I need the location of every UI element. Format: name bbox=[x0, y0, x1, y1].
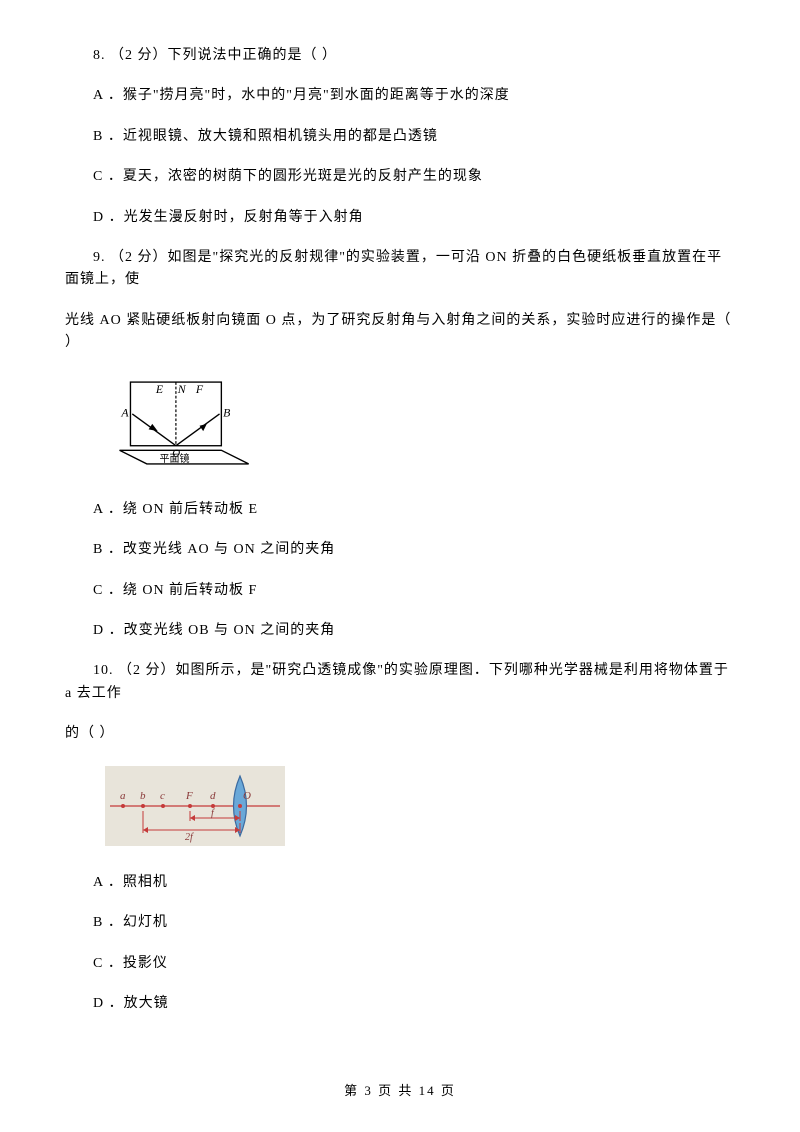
convex-lens-diagram: a b c F d O f 2f bbox=[105, 766, 285, 846]
svg-text:c: c bbox=[160, 790, 165, 802]
q9-stem-line1: 9. （2 分）如图是"探究光的反射规律"的实验装置，一可沿 ON 折叠的白色硬… bbox=[65, 247, 735, 292]
q9-stem-line2: 光线 AO 紧贴硬纸板射向镜面 O 点，为了研究反射角与入射角之间的关系，实验时… bbox=[65, 310, 735, 355]
q8-option-b: B ．近视眼镜、放大镜和照相机镜头用的都是凸透镜 bbox=[65, 126, 735, 148]
q10-stem-line2: 的（ ） bbox=[65, 723, 735, 745]
svg-text:2f: 2f bbox=[185, 832, 194, 843]
q10-option-a: A ．照相机 bbox=[65, 872, 735, 894]
q9-option-b: B ．改变光线 AO 与 ON 之间的夹角 bbox=[65, 539, 735, 561]
svg-text:E: E bbox=[155, 382, 164, 396]
q9-option-a: A ．绕 ON 前后转动板 E bbox=[65, 499, 735, 521]
svg-text:B: B bbox=[223, 405, 230, 419]
svg-text:b: b bbox=[140, 790, 146, 802]
q10-option-c: C ．投影仪 bbox=[65, 953, 735, 975]
q9-option-d: D ．改变光线 OB 与 ON 之间的夹角 bbox=[65, 620, 735, 642]
svg-text:d: d bbox=[210, 790, 216, 802]
page-footer: 第 3 页 共 14 页 bbox=[0, 1081, 800, 1102]
mirror-reflection-diagram: E N F A B O 平面镜 bbox=[105, 373, 265, 473]
q9-figure: E N F A B O 平面镜 bbox=[105, 373, 735, 481]
q10-figure: a b c F d O f 2f bbox=[105, 766, 735, 854]
q8-stem: 8. （2 分）下列说法中正确的是（ ） bbox=[65, 45, 735, 67]
q10-option-b: B ．幻灯机 bbox=[65, 912, 735, 934]
q10-stem-line1: 10. （2 分）如图所示，是"研究凸透镜成像"的实验原理图．下列哪种光学器械是… bbox=[65, 660, 735, 705]
svg-text:F: F bbox=[195, 382, 204, 396]
svg-text:O: O bbox=[243, 790, 251, 802]
svg-text:N: N bbox=[177, 382, 187, 396]
svg-text:a: a bbox=[120, 790, 126, 802]
q8-option-d: D ．光发生漫反射时，反射角等于入射角 bbox=[65, 207, 735, 229]
svg-text:平面镜: 平面镜 bbox=[160, 452, 190, 465]
q9-option-c: C ．绕 ON 前后转动板 F bbox=[65, 580, 735, 602]
q8-option-a: A ．猴子"捞月亮"时，水中的"月亮"到水面的距离等于水的深度 bbox=[65, 85, 735, 107]
svg-text:A: A bbox=[120, 405, 129, 419]
q10-option-d: D ．放大镜 bbox=[65, 993, 735, 1015]
svg-text:F: F bbox=[185, 790, 193, 802]
q8-option-c: C ．夏天，浓密的树荫下的圆形光斑是光的反射产生的现象 bbox=[65, 166, 735, 188]
